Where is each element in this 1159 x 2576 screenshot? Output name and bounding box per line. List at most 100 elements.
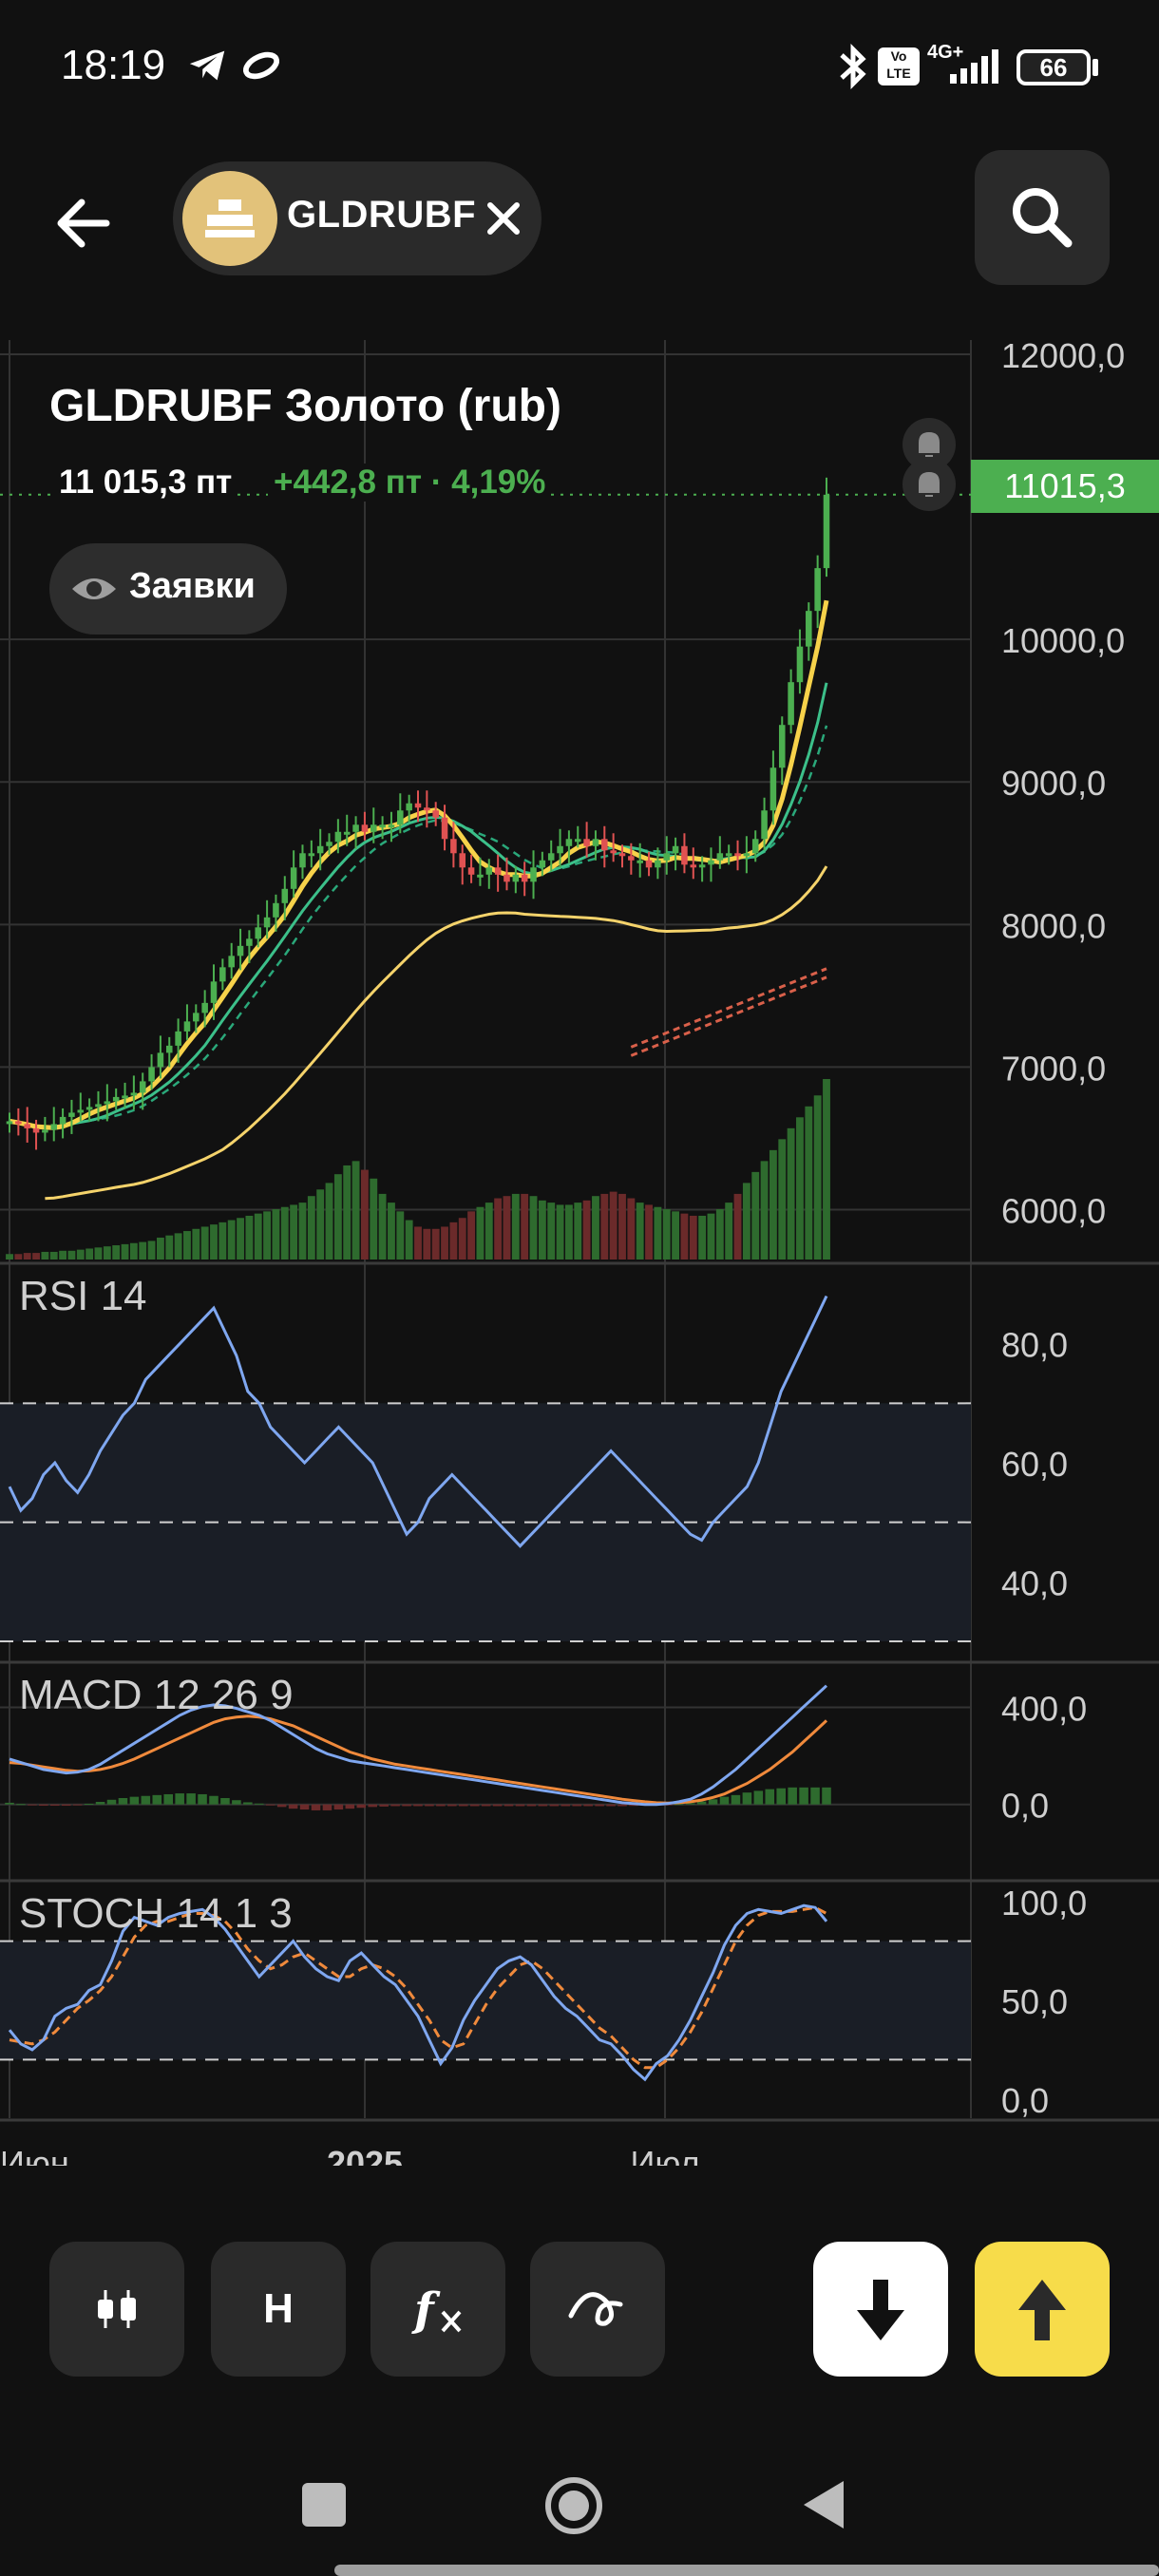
volume-bar-7 [67, 1250, 76, 1260]
candle-body-82 [734, 853, 741, 857]
macd-hist-bar-42 [481, 1804, 491, 1807]
macd-hist-bar-14 [163, 1793, 173, 1805]
candle-body-24 [219, 967, 226, 982]
volume-bar-85 [760, 1161, 769, 1260]
sell-button[interactable] [813, 2242, 948, 2377]
volume-bar-63 [564, 1204, 573, 1260]
orders-button[interactable]: Заявки [49, 543, 287, 635]
macd-hist-bar-0 [5, 1802, 14, 1805]
candle-body-35 [316, 845, 324, 854]
volume-bar-60 [538, 1200, 546, 1260]
macd-hist-bar-71 [810, 1787, 820, 1805]
price-chart[interactable]: 12000,0 10000,0 9000,0 8000,0 7000,0 6000,0 80… [0, 332, 1159, 2166]
x-axis-label-1: 2025 [327, 2144, 403, 2166]
candle-body-0 [6, 1121, 13, 1125]
interval-button[interactable]: H [211, 2242, 346, 2377]
volume-bar-88 [787, 1127, 795, 1260]
macd-hist-bar-52 [595, 1804, 604, 1807]
search-button[interactable] [975, 150, 1110, 285]
price-axis-label-1: 10000,0 [1001, 621, 1125, 660]
volume-bar-76 [680, 1213, 689, 1260]
drawing-button[interactable] [530, 2242, 665, 2377]
macd-hist-bar-50 [572, 1804, 581, 1807]
macd-hist-bar-66 [753, 1790, 764, 1805]
macd-hist-bar-15 [175, 1793, 184, 1805]
volume-bar-36 [325, 1183, 333, 1260]
macd-hist-bar-18 [209, 1795, 218, 1805]
network-type: 4G+ [927, 42, 964, 63]
volume-bar-59 [529, 1196, 538, 1260]
macd-hist-bar-39 [447, 1804, 457, 1807]
telegram-icon [189, 50, 225, 81]
macd-hist-bar-9 [106, 1799, 117, 1805]
macd-hist-bar-33 [379, 1804, 389, 1807]
candle-body-45 [406, 803, 412, 811]
volume-bar-20 [183, 1231, 191, 1260]
candle-body-57 [512, 874, 520, 882]
function-icon: f [411, 2283, 462, 2337]
macd-hist-bar-4 [50, 1804, 60, 1807]
close-icon[interactable] [475, 190, 532, 247]
volume-bar-73 [654, 1206, 662, 1260]
macd-hist-bar-12 [141, 1795, 151, 1805]
macd-hist-bar-24 [276, 1804, 287, 1808]
macd-hist-bar-49 [560, 1804, 571, 1807]
volume-bar-70 [627, 1198, 636, 1260]
candle-body-38 [343, 831, 351, 835]
ticker-chip[interactable]: GLDRUBF [173, 161, 542, 275]
macd-hist-bar-20 [232, 1800, 241, 1805]
macd-hist-bar-40 [459, 1804, 468, 1807]
volume-bar-12 [112, 1245, 121, 1260]
macd-hist-bar-35 [402, 1804, 411, 1807]
macd-hist-bar-7 [84, 1803, 94, 1805]
volume-bar-17 [156, 1237, 164, 1260]
volume-bar-81 [725, 1203, 733, 1260]
macd-hist-bar-19 [220, 1797, 230, 1805]
candle-body-66 [592, 839, 599, 846]
band-upper-line [630, 967, 827, 1049]
volume-bar-0 [6, 1254, 13, 1260]
alert-bell-icon-2[interactable] [902, 458, 956, 511]
home-icon[interactable] [543, 2475, 604, 2536]
candle-body-54 [485, 867, 493, 875]
macd-hist-bar-41 [469, 1804, 480, 1807]
volume-bar-47 [423, 1228, 431, 1260]
volume-bar-8 [76, 1249, 85, 1260]
back-arrow-icon[interactable] [48, 185, 124, 261]
ticker-label: GLDRUBF [287, 194, 477, 236]
candle-body-6 [59, 1116, 66, 1125]
volume-bar-61 [547, 1203, 556, 1260]
candle-body-73 [655, 860, 661, 868]
indicators-button[interactable]: f [370, 2242, 505, 2377]
chart-type-button[interactable] [49, 2242, 184, 2377]
drawing-icon [568, 2292, 623, 2326]
macd-hist-bar-8 [95, 1802, 105, 1805]
candle-body-75 [672, 845, 679, 854]
volume-bar-89 [796, 1117, 804, 1260]
volume-bar-69 [618, 1193, 626, 1260]
volume-bar-26 [237, 1218, 244, 1260]
candle-body-27 [246, 938, 253, 946]
volume-bar-75 [672, 1211, 680, 1260]
back-icon[interactable] [800, 2477, 847, 2532]
buy-button[interactable] [975, 2242, 1110, 2377]
macd-hist-bar-11 [129, 1796, 140, 1805]
volume-bar-6 [59, 1250, 67, 1260]
volume-bar-56 [503, 1196, 511, 1260]
volume-bar-1 [14, 1254, 23, 1260]
volume-bar-66 [592, 1196, 599, 1260]
stoch-label: STOCH 14 1 3 [19, 1890, 293, 1937]
candle-body-53 [477, 874, 484, 878]
ma-mid-line [9, 682, 828, 1129]
volte-icon: Vo LTE [878, 47, 920, 85]
macd-hist-bar-54 [618, 1804, 627, 1807]
volume-bar-58 [521, 1193, 529, 1260]
bluetooth-icon [840, 44, 866, 89]
volume-bar-55 [494, 1198, 503, 1260]
top-bar: GLDRUBF [0, 133, 1159, 304]
rsi-label: RSI 14 [19, 1273, 147, 1319]
recent-apps-icon[interactable] [302, 2483, 346, 2527]
volume-bar-32 [290, 1204, 298, 1260]
candle-body-67 [601, 839, 608, 851]
rsi-axis-label-0: 80,0 [1001, 1326, 1068, 1365]
